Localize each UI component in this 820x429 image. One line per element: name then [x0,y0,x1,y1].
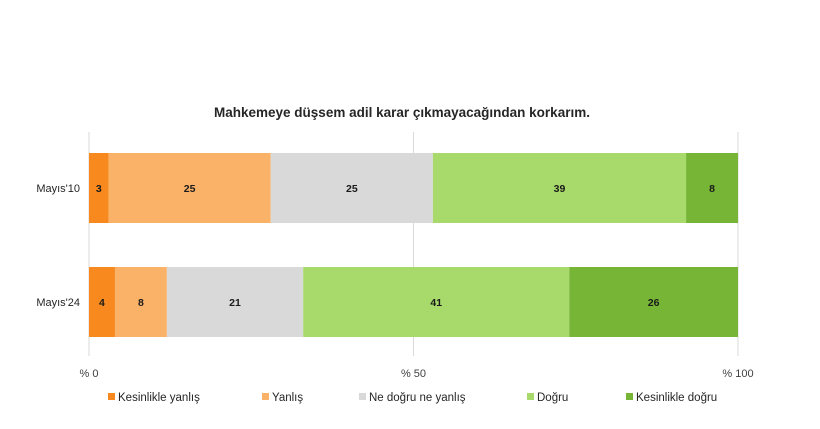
legend-label: Kesinlikle doğru [636,392,717,404]
legend-label: Yanlış [272,392,303,404]
x-tick-label: % 0 [80,368,99,380]
category-label: Mayıs'10 [36,183,80,195]
bar-segment [270,153,433,223]
data-label: 25 [346,183,358,195]
data-label: 8 [138,297,144,309]
data-label: 4 [99,297,105,309]
bar-segment [114,267,167,337]
data-label: 26 [648,297,660,309]
category-label: Mayıs'24 [36,297,80,309]
bar-segment [89,267,115,337]
legend-swatch [626,393,633,400]
legend-swatch [527,393,534,400]
legend: Kesinlikle yanlış Yanlış Ne doğru ne yanlı… [108,392,717,404]
x-axis-ticks: % 0 % 50 % 100 [80,368,754,380]
bar-segment [569,267,738,337]
bar-segment [89,153,109,223]
data-label: 39 [554,183,566,195]
x-tick-label: % 50 [401,368,426,380]
bar-segment [432,153,687,223]
data-label: 25 [184,183,196,195]
legend-label: Kesinlikle yanlış [118,392,200,404]
legend-swatch [262,393,269,400]
bar-segment [166,267,304,337]
x-tick-label: % 100 [722,368,753,380]
bars: 3 25 25 39 8 4 8 21 41 26 [89,153,738,337]
category-labels: Mayıs'10 Mayıs'24 [36,183,80,309]
legend-swatch [359,393,366,400]
bar-segment [303,267,570,337]
data-label: 3 [96,183,102,195]
legend-label: Doğru [537,392,568,404]
legend-label: Ne doğru ne yanlış [369,392,466,404]
legend-swatch [108,393,115,400]
bar-segment [686,153,738,223]
chart-title: Mahkemeye düşsem adil karar çıkmayacağın… [214,105,590,120]
data-label: 21 [229,297,241,309]
bar-segment [108,153,271,223]
data-label: 41 [430,297,442,309]
data-label: 8 [709,183,715,195]
